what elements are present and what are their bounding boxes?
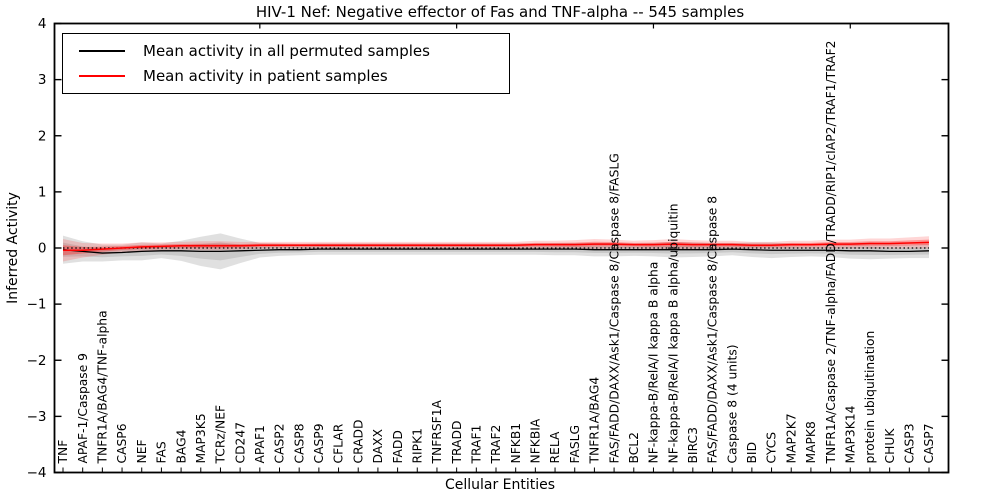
x-tick-label: CRADD xyxy=(351,420,365,464)
x-tick-label: CASP3 xyxy=(903,423,917,463)
x-tick-label: protein ubiquitination xyxy=(863,331,877,464)
x-tick-label: NFKB1 xyxy=(509,423,523,464)
permuted-mean-line xyxy=(62,248,930,254)
x-tick-label: RIPK1 xyxy=(410,428,424,463)
x-tick-label: FASLG xyxy=(568,425,582,464)
patient-band-inner xyxy=(63,239,929,256)
legend-label-patient: Mean activity in patient samples xyxy=(143,67,388,86)
y-tick-label: 2 xyxy=(38,128,47,144)
x-tick-label: TCRz/NEF xyxy=(214,405,228,465)
x-tick-label: MAP3K14 xyxy=(843,405,857,463)
x-tick-label: RELA xyxy=(548,431,562,463)
x-tick-label: MAPK8 xyxy=(804,421,818,463)
x-tick-label: FAS/FADD/DAXX/Ask1/Caspase 8/Caspase 8 xyxy=(706,196,720,464)
x-tick-label: TNFRSF1A xyxy=(430,399,444,464)
legend-item-patient: Mean activity in patient samples xyxy=(63,67,509,85)
x-tick-label: TRADD xyxy=(450,421,464,465)
y-axis-label: Inferred Activity xyxy=(5,192,21,304)
x-tick-label: DAXX xyxy=(371,428,385,463)
patient-mean-line xyxy=(63,241,930,251)
x-axis-label: Cellular Entities xyxy=(444,477,556,493)
permuted-band-inner xyxy=(63,242,929,261)
x-tick-label: BCL2 xyxy=(627,432,641,463)
x-tick-label: NEF xyxy=(135,439,149,463)
permuted-line-sample xyxy=(79,49,125,52)
x-tick-label: BAG4 xyxy=(174,429,188,463)
legend-item-permuted: Mean activity in all permuted samples xyxy=(63,42,509,60)
x-tick-label: FAS/FADD/DAXX/Ask1/Caspase 8/Caspase 8/F… xyxy=(607,153,621,463)
x-tick-label: NFKBIA xyxy=(529,418,543,463)
permuted-band-outer xyxy=(63,233,929,270)
y-tick-label: −2 xyxy=(27,353,47,369)
x-tick-label: CASP8 xyxy=(292,423,306,463)
x-tick-label: TNF xyxy=(56,440,70,465)
y-tick-label: −4 xyxy=(27,465,47,481)
x-tick-label: MAP2K7 xyxy=(784,413,798,463)
x-tick-label: MAP3K5 xyxy=(194,413,208,463)
x-tick-label: NF-kappa-B/RelA/I kappa B alpha xyxy=(647,262,661,464)
patient-band-outer xyxy=(63,236,929,262)
x-tick-label: APAF1 xyxy=(253,425,267,463)
patient-line-sample xyxy=(79,75,125,78)
x-tick-label: BIRC3 xyxy=(686,427,700,463)
chart-title: HIV-1 Nef: Negative effector of Fas and … xyxy=(255,3,745,21)
y-tick-label: −1 xyxy=(27,297,47,313)
x-tick-label: TNFR1A/BAG4/TNF-alpha xyxy=(96,310,110,464)
x-tick-label: CASP6 xyxy=(115,423,129,463)
x-tick-label: CHUK xyxy=(883,428,897,464)
y-tick-label: 0 xyxy=(38,241,47,257)
x-tick-label: BID xyxy=(745,442,759,464)
x-tick-label: FAS xyxy=(155,441,169,463)
y-tick-label: 3 xyxy=(38,72,47,88)
x-tick-label: APAF-1/Caspase 9 xyxy=(76,353,90,464)
y-tick-label: 4 xyxy=(38,16,47,32)
x-tick-label: CD247 xyxy=(233,422,247,464)
x-tick-label: CASP9 xyxy=(312,423,326,463)
x-tick-label: TNFR1A/BAG4 xyxy=(588,377,602,465)
x-tick-label: CFLAR xyxy=(332,423,346,463)
y-tick-label: 1 xyxy=(38,184,47,200)
x-tick-label: CASP7 xyxy=(922,423,936,463)
x-tick-label: FADD xyxy=(391,430,405,463)
legend-label-permuted: Mean activity in all permuted samples xyxy=(143,41,430,60)
x-tick-label: TRAF1 xyxy=(470,425,484,465)
x-tick-label: TRAF2 xyxy=(489,425,503,465)
x-tick-label: Caspase 8 (4 units) xyxy=(725,344,739,463)
x-tick-label: CASP2 xyxy=(273,423,287,463)
legend: Mean activity in all permuted samples Me… xyxy=(62,33,510,94)
x-tick-label: CYCS xyxy=(765,432,779,464)
y-tick-label: −3 xyxy=(27,409,47,425)
x-tick-label: NF-kappa-B/RelA/I kappa B alpha/ubiquiti… xyxy=(666,203,680,463)
x-tick-label: TNFR1A/Caspase 2/TNF-alpha/FADD/TRADD/RI… xyxy=(824,41,838,465)
